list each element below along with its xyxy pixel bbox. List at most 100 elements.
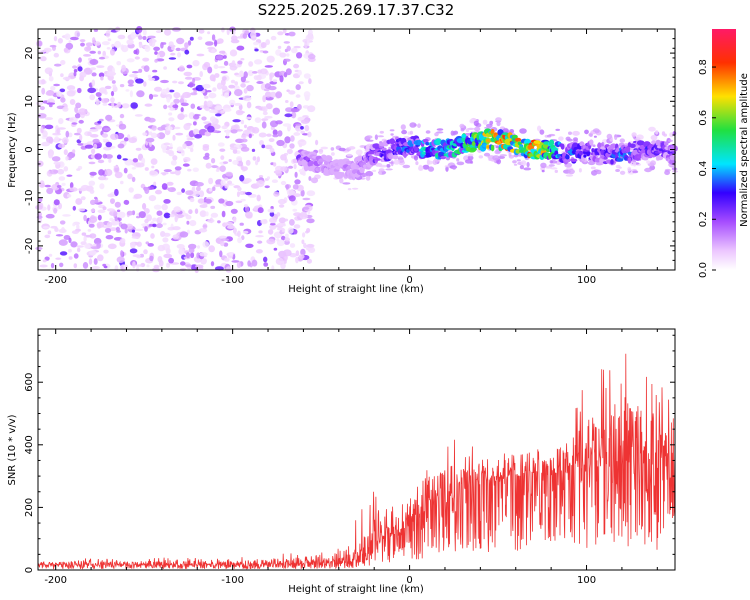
heatmap-cell [269, 217, 277, 224]
heatmap-cell [170, 171, 176, 175]
heatmap-cell [390, 133, 394, 136]
heatmap-cell [260, 219, 268, 225]
heatmap-cell [112, 84, 117, 88]
heatmap-cell [102, 138, 109, 142]
heatmap-cell [338, 147, 346, 152]
heatmap-cell [427, 166, 435, 172]
heatmap-ridge-cell [435, 138, 442, 146]
heatmap-cell [176, 244, 185, 249]
heatmap-cell [168, 151, 175, 157]
heatmap-cell [347, 188, 352, 191]
heatmap-cell [151, 165, 155, 169]
heatmap-cell [219, 50, 226, 54]
heatmap-cell [633, 161, 637, 167]
heatmap-cell [519, 165, 525, 170]
heatmap-cell [138, 35, 143, 40]
heatmap-cell [402, 164, 411, 169]
heatmap-ridge-cell [497, 129, 504, 136]
heatmap-cell [231, 125, 238, 130]
heatmap-cell [165, 123, 170, 127]
heatmap-cell [133, 193, 143, 199]
heatmap-cell [147, 117, 156, 123]
heatmap-cell [221, 210, 226, 218]
heatmap-cell [136, 266, 140, 272]
heatmap-cell [90, 67, 96, 71]
heatmap-cell [262, 50, 269, 54]
heatmap-cell [239, 70, 244, 78]
heatmap-cell [73, 69, 78, 73]
heatmap-cell [378, 171, 382, 175]
heatmap-cell [167, 146, 174, 150]
heatmap-cell [374, 134, 378, 140]
heatmap-cell [549, 167, 558, 170]
heatmap-cell [66, 85, 76, 91]
x-tick-label: 0 [406, 575, 412, 586]
heatmap-cell [42, 226, 50, 229]
heatmap-cell [68, 132, 73, 138]
heatmap-cell [150, 221, 154, 225]
heatmap-cell [215, 55, 223, 60]
y-tick-label: 0 [24, 567, 35, 573]
heatmap-ridge-cell [527, 144, 535, 150]
heatmap-cell [573, 137, 578, 142]
heatmap-cell [217, 66, 226, 69]
heatmap-cell [403, 136, 409, 139]
heatmap-cell [348, 146, 356, 150]
heatmap-cell [165, 125, 173, 131]
heatmap-ridge-cell [417, 139, 422, 146]
heatmap-cell [256, 194, 261, 202]
heatmap-cell [254, 48, 259, 52]
heatmap-cell [386, 164, 391, 168]
heatmap-cell [104, 91, 108, 95]
heatmap-cell [220, 110, 225, 114]
heatmap-cell [261, 121, 267, 129]
heatmap-cell [205, 41, 214, 46]
heatmap-cell [50, 262, 55, 269]
heatmap-cell [208, 92, 217, 99]
heatmap-cell [558, 136, 564, 141]
heatmap-cell [596, 169, 602, 175]
heatmap-cell [239, 222, 244, 226]
heatmap-cell [499, 154, 508, 157]
heatmap-cell [65, 156, 69, 161]
heatmap-cell [215, 169, 220, 172]
heatmap-cell [114, 171, 123, 179]
heatmap-cell [280, 180, 287, 186]
heatmap-cell [241, 138, 248, 143]
heatmap-cell [242, 230, 249, 234]
colorbar-ticks: 0.0 0.2 0.4 0.6 0.8 [698, 59, 716, 278]
heatmap-cell [456, 161, 465, 166]
heatmap-cell [163, 66, 168, 70]
heatmap-cell [67, 248, 72, 253]
heatmap-cell [230, 79, 236, 84]
heatmap-cell [276, 139, 285, 147]
heatmap-cell [272, 107, 280, 115]
heatmap-cell [152, 217, 157, 222]
heatmap-cell [293, 63, 300, 69]
heatmap-cell [315, 139, 319, 146]
heatmap-cell [260, 83, 267, 91]
heatmap-cell [302, 172, 306, 176]
heatmap-cell [248, 133, 252, 139]
heatmap-cell [71, 122, 78, 125]
heatmap-cell [59, 262, 64, 268]
heatmap-cell [278, 217, 286, 224]
heatmap-cell [144, 167, 149, 171]
heatmap-cell [346, 153, 352, 157]
heatmap-cell [237, 60, 243, 65]
heatmap-cell [83, 214, 87, 222]
heatmap-cell [269, 72, 275, 78]
heatmap-cell [459, 123, 465, 129]
heatmap-cell [222, 76, 227, 81]
heatmap-cell [136, 26, 143, 34]
heatmap-cell [220, 70, 228, 74]
snr-y-label: SNR (10 * v/v) [7, 414, 18, 485]
heatmap-cell [163, 199, 171, 204]
heatmap-cell [232, 148, 238, 154]
heatmap-cell [59, 251, 68, 256]
heatmap-cell [73, 253, 79, 259]
heatmap-cell [220, 240, 225, 247]
heatmap-cell [554, 169, 558, 173]
heatmap-cell [91, 266, 100, 270]
heatmap-cell [619, 170, 626, 175]
